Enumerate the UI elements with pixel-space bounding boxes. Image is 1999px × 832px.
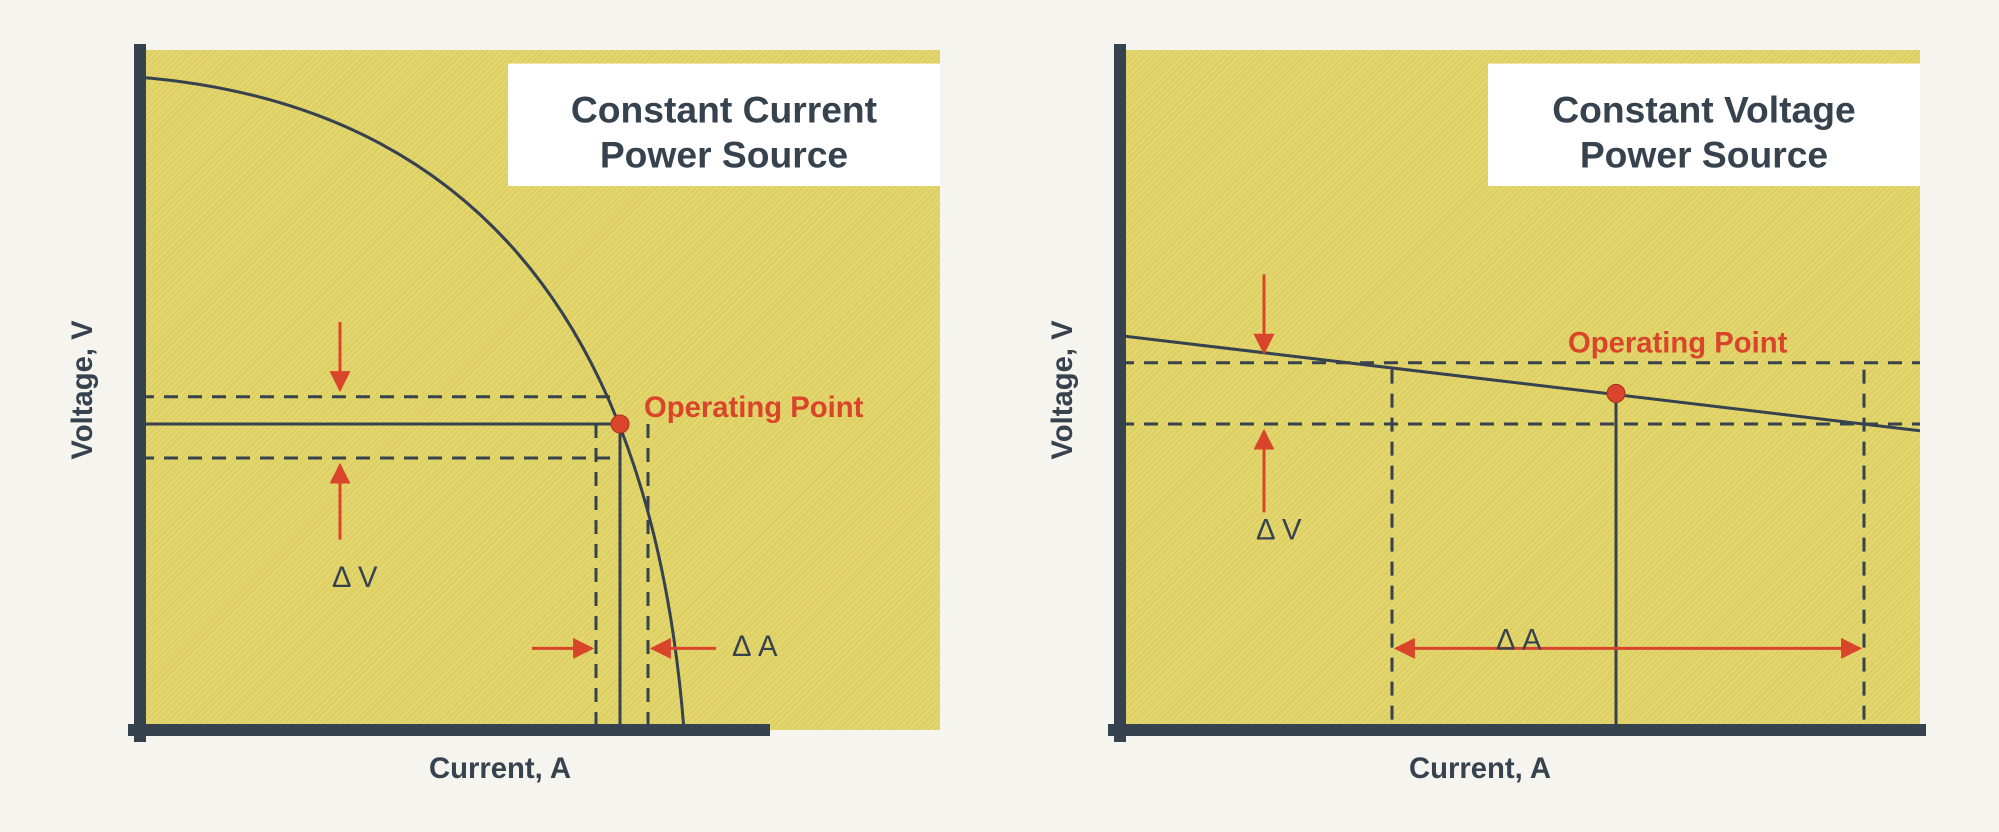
right-panel: Constant VoltagePower Source Δ V Δ A Operat… xyxy=(1030,30,1950,800)
operating-point-marker xyxy=(611,415,629,433)
delta-v-label: Δ V xyxy=(1256,515,1302,547)
y-axis-label: Voltage, V xyxy=(1047,320,1079,460)
left-panel: Constant CurrentPower Source Δ V Δ A Operat… xyxy=(50,30,970,800)
chart-title-line1: Constant Voltage xyxy=(1552,88,1855,130)
cc-chart: Constant CurrentPower Source Δ V Δ A Operat… xyxy=(50,30,970,800)
chart-title-line2: Power Source xyxy=(1579,134,1827,176)
cv-chart: Constant VoltagePower Source Δ V Δ A Operat… xyxy=(1030,30,1950,800)
delta-a-label: Δ A xyxy=(1496,624,1542,656)
chart-title-line1: Constant Current xyxy=(570,88,876,130)
y-axis-label: Voltage, V xyxy=(67,320,99,460)
x-axis-label: Current, A xyxy=(429,753,571,785)
chart-pair: Constant CurrentPower SourceΔ VΔ AOperat… xyxy=(0,0,1999,830)
delta-a-label: Δ A xyxy=(732,631,778,663)
chart-title-line2: Power Source xyxy=(599,134,847,176)
operating-point-label: Operating Point xyxy=(1568,328,1788,360)
operating-point-marker xyxy=(1607,384,1625,402)
delta-v-label: Δ V xyxy=(332,562,378,594)
operating-point-label: Operating Point xyxy=(644,392,864,424)
x-axis-label: Current, A xyxy=(1409,753,1551,785)
